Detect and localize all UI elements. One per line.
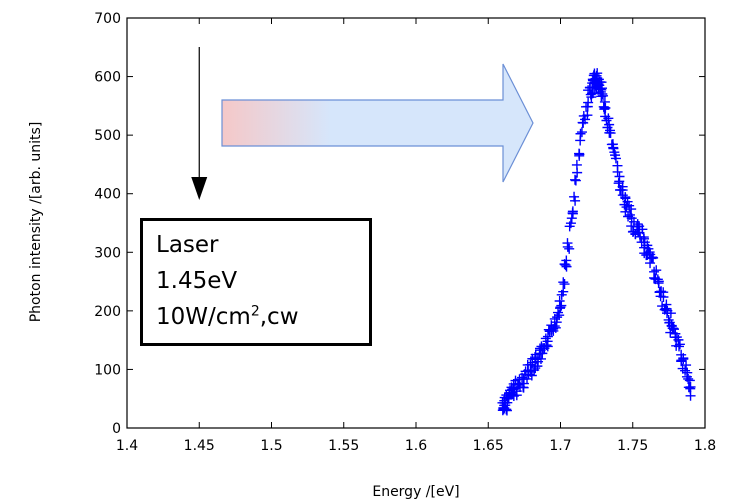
data-point: [561, 260, 571, 270]
data-point: [570, 175, 580, 185]
y-tick-label: 0: [112, 421, 121, 437]
laser-label: Laser: [156, 227, 369, 263]
x-tick-label: 1.45: [184, 438, 215, 454]
data-point: [555, 302, 565, 312]
x-tick-label: 1.7: [549, 438, 571, 454]
y-tick-label: 500: [94, 128, 121, 144]
y-tick-label: 100: [94, 362, 121, 378]
data-point: [686, 391, 696, 401]
laser-arrow: [191, 47, 207, 200]
x-tick-label: 1.4: [116, 438, 138, 454]
data-point: [571, 176, 581, 186]
laser-energy: 1.45eV: [156, 263, 369, 299]
x-tick-label: 1.6: [405, 438, 427, 454]
laser-power: 10W/cm2,cw: [156, 299, 369, 335]
laser-annotation-box: Laser 1.45eV 10W/cm2,cw: [140, 218, 372, 346]
x-axis-title: Energy /[eV]: [372, 484, 459, 500]
data-point: [574, 151, 584, 161]
y-tick-label: 700: [94, 11, 121, 27]
y-tick-label: 400: [94, 187, 121, 203]
x-tick-label: 1.8: [694, 438, 716, 454]
x-tick-label: 1.75: [617, 438, 648, 454]
data-point: [651, 265, 661, 275]
data-point: [558, 277, 568, 287]
data-point: [560, 279, 570, 289]
data-point: [564, 244, 574, 254]
data-point: [656, 286, 666, 296]
data-point: [577, 127, 587, 137]
data-point: [613, 167, 623, 177]
y-axis-title: Photon intensity /[arb. units]: [28, 122, 44, 323]
x-tick-label: 1.55: [328, 438, 359, 454]
laser-arrow-head: [191, 177, 207, 200]
laser-mode: ,cw: [260, 304, 299, 330]
power-exponent: 2: [251, 303, 260, 319]
y-tick-label: 300: [94, 245, 121, 261]
data-point: [572, 160, 582, 170]
data-point: [568, 206, 578, 216]
x-tick-label: 1.65: [473, 438, 504, 454]
power-density: 10W/cm: [156, 304, 251, 330]
y-tick-label: 600: [94, 70, 121, 86]
data-point: [555, 296, 565, 306]
data-point: [567, 213, 577, 223]
y-tick-label: 200: [94, 304, 121, 320]
x-tick-label: 1.5: [260, 438, 282, 454]
data-point: [576, 129, 586, 139]
data-point: [686, 382, 696, 392]
transfer-arrow: [222, 64, 533, 182]
